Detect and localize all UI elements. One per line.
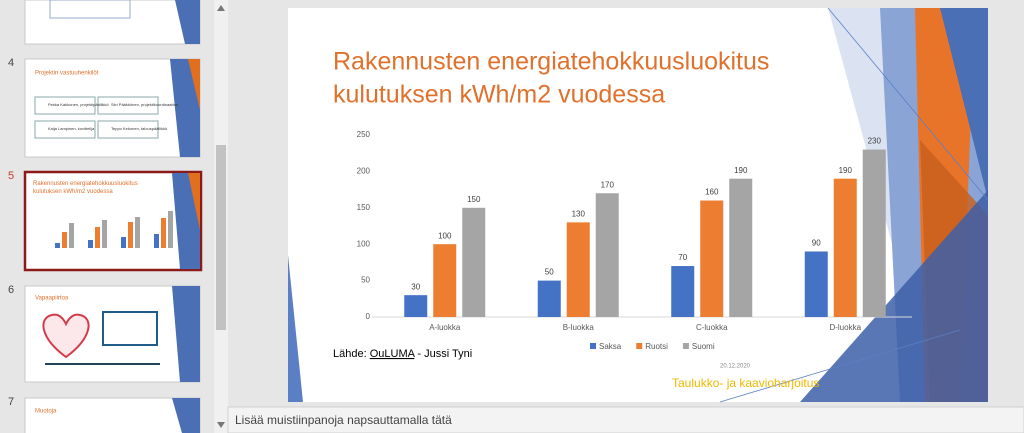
x-tick-label: C-luokka <box>696 323 728 332</box>
bar <box>804 251 828 317</box>
y-tick-label: 200 <box>357 167 371 176</box>
bar <box>833 178 857 317</box>
bar <box>433 244 457 317</box>
notes-placeholder[interactable]: Lisää muistiinpanoja napsauttamalla tätä <box>235 413 452 427</box>
slide-number: 5 <box>8 170 14 182</box>
decor <box>188 59 200 110</box>
decor <box>827 7 989 201</box>
legend-label: Suomi <box>692 342 715 351</box>
thumbnail-pane: 4 Projektin vastuuhenkilöt Pekka Kakkone… <box>8 0 228 433</box>
decor <box>172 286 200 382</box>
slide-title: kulutuksen kWh/m2 vuodessa <box>333 81 665 109</box>
y-tick-label: 250 <box>357 130 371 139</box>
decor <box>55 234 159 248</box>
thumb-text: Siiri Pääkkönen, projektikoordinaattori <box>111 102 178 107</box>
y-tick-label: 50 <box>361 276 370 285</box>
thumb-title: Muotoja <box>35 409 57 415</box>
decor <box>172 173 200 269</box>
thumb-text: Pekka Kakkonen, projektipäällikkö <box>48 102 109 107</box>
y-tick-label: 0 <box>366 312 371 321</box>
decor <box>69 211 173 248</box>
decor <box>62 218 166 248</box>
legend-swatch <box>682 343 689 349</box>
thumb-title: Vapaapiirtoa <box>35 296 69 302</box>
source: Lähde: OuLUMA - Jussi Tyni <box>333 348 472 360</box>
decor <box>172 398 200 433</box>
bar <box>566 222 590 317</box>
bar <box>595 193 619 317</box>
decor <box>719 329 961 403</box>
legend-swatch <box>636 343 643 349</box>
value-label: 170 <box>601 180 615 189</box>
x-tick-label: A-luokka <box>429 323 461 332</box>
x-tick-label: B-luokka <box>563 323 595 332</box>
value-label: 100 <box>438 231 452 240</box>
value-label: 190 <box>839 166 853 175</box>
y-tick-label: 150 <box>357 203 371 212</box>
footer: Taulukko- ja kaavioharjoitus <box>672 376 819 390</box>
x-tick-label: D-luokka <box>829 323 861 332</box>
y-tick-label: 100 <box>357 239 371 248</box>
scroll-down[interactable] <box>217 422 225 428</box>
decor <box>49 0 131 19</box>
decor <box>288 255 303 402</box>
bar <box>671 266 695 317</box>
decor <box>188 173 200 230</box>
chart: 0 50 100 150 200 250 A-luokka 30 100 150 B-luokka 5… <box>357 130 912 351</box>
value-label: 70 <box>678 253 687 262</box>
decor <box>170 59 200 157</box>
decor <box>800 190 988 402</box>
thumb-title-box: Rakennusten energiatehokkuusluokitus kul… <box>33 181 138 195</box>
value-label: 190 <box>734 166 748 175</box>
thumb-title: Projektin vastuuhenkilöt <box>35 71 99 77</box>
value-label: 90 <box>812 239 821 248</box>
value-label: 50 <box>545 268 554 277</box>
bar <box>729 178 753 317</box>
decor <box>34 120 96 139</box>
legend-label: Saksa <box>599 342 622 351</box>
rect-shape <box>102 311 158 346</box>
value-label: 230 <box>868 137 882 146</box>
scrollbar-thumb[interactable] <box>216 145 226 330</box>
heart-shape <box>42 313 90 359</box>
slide-number: 6 <box>8 284 14 296</box>
bar <box>462 207 486 317</box>
scroll-up[interactable] <box>217 5 225 11</box>
thumb-text: Kaija Lampinen, kuvittelija <box>48 126 95 131</box>
thumbnail-7[interactable] <box>24 397 201 433</box>
slide-title: Rakennusten energiatehokkuusluokitus <box>333 48 769 76</box>
source-suffix: - Jussi Tyni <box>414 348 472 360</box>
source-prefix: Lähde: <box>333 348 370 360</box>
date: 20.12.2020 <box>720 364 751 370</box>
bar <box>537 280 561 317</box>
value-label: 160 <box>705 188 719 197</box>
bar <box>862 149 886 317</box>
decor <box>940 8 988 200</box>
notes-pane[interactable] <box>227 406 1024 433</box>
thumbnail-3[interactable] <box>24 0 201 45</box>
decor <box>97 120 159 139</box>
source-link[interactable]: OuLUMA <box>370 348 416 360</box>
slide-number: 4 <box>8 57 14 69</box>
legend-swatch <box>590 343 596 349</box>
decor <box>175 0 200 44</box>
value-label: 30 <box>411 282 420 291</box>
thumb-title: Rakennusten energiatehokkuusluokitus kul… <box>33 181 138 195</box>
decor <box>97 96 159 115</box>
value-label: 130 <box>572 209 586 218</box>
slide-number: 7 <box>8 396 14 408</box>
bar <box>404 295 428 317</box>
legend-label: Ruotsi <box>645 342 668 351</box>
bar <box>700 200 724 317</box>
decor <box>34 96 96 115</box>
slide: Rakennusten energiatehokkuusluokitus kul… <box>288 7 989 403</box>
thumb-text: Teppo Kekonen, talouspäällikkö <box>111 126 168 131</box>
value-label: 150 <box>467 195 481 204</box>
